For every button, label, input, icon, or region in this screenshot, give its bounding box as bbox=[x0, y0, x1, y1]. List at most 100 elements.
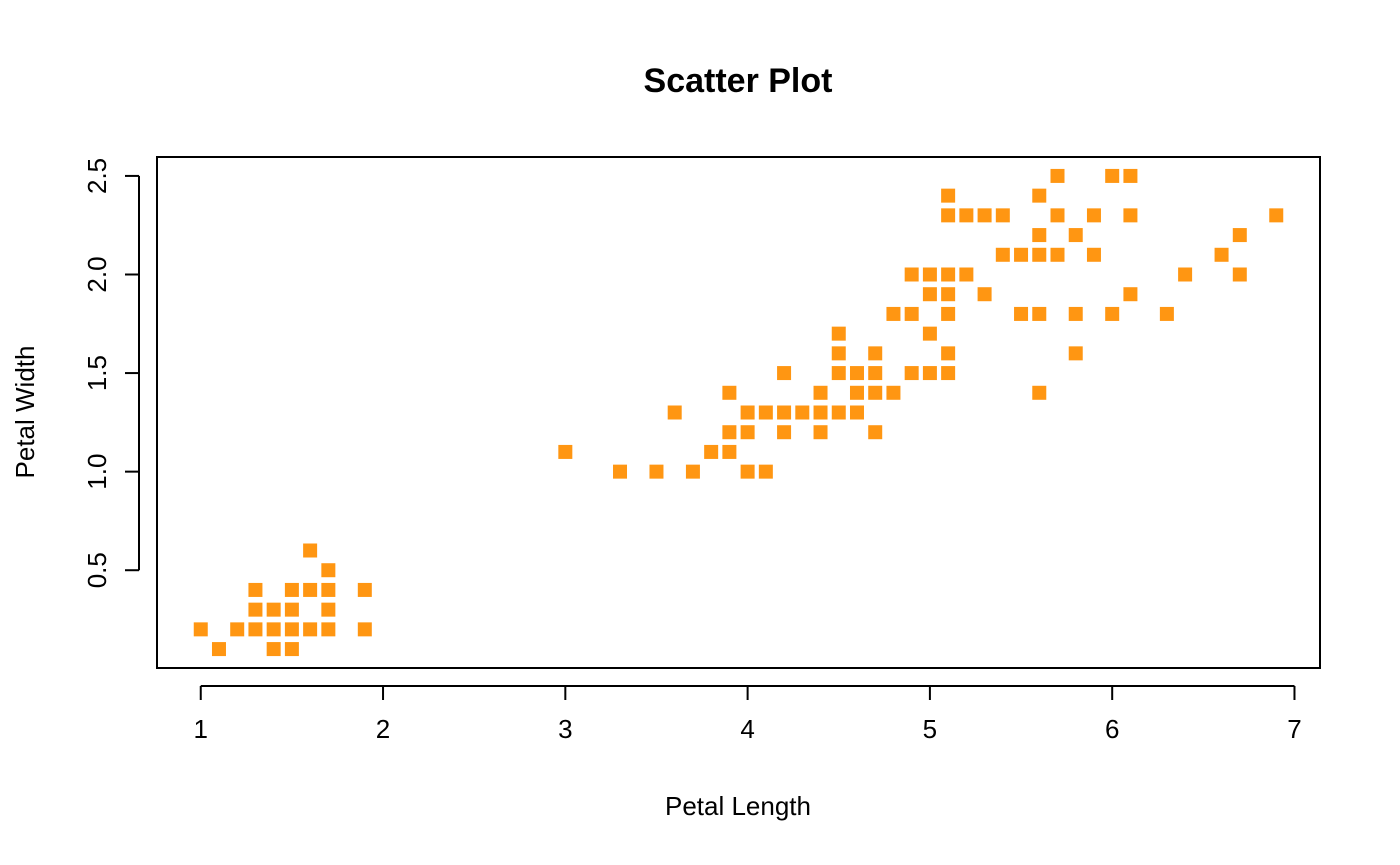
data-point bbox=[1086, 208, 1101, 223]
data-point bbox=[868, 385, 883, 400]
data-point bbox=[357, 582, 372, 597]
data-point bbox=[849, 405, 864, 420]
data-point bbox=[831, 326, 846, 341]
data-point bbox=[886, 385, 901, 400]
x-tick-label: 4 bbox=[740, 714, 754, 744]
data-point bbox=[303, 622, 318, 637]
data-point bbox=[1032, 228, 1047, 243]
data-point bbox=[1159, 306, 1174, 321]
data-point bbox=[722, 444, 737, 459]
data-point bbox=[1032, 188, 1047, 203]
data-point bbox=[266, 642, 281, 657]
x-tick-label: 6 bbox=[1105, 714, 1119, 744]
y-tick-label: 0.5 bbox=[82, 552, 112, 588]
data-point bbox=[1050, 208, 1065, 223]
data-point bbox=[248, 582, 263, 597]
data-point bbox=[758, 464, 773, 479]
data-point bbox=[831, 405, 846, 420]
data-point bbox=[849, 385, 864, 400]
data-point bbox=[941, 366, 956, 381]
data-point bbox=[849, 366, 864, 381]
data-point bbox=[1068, 346, 1083, 361]
data-point bbox=[813, 405, 828, 420]
data-point bbox=[831, 346, 846, 361]
data-point bbox=[977, 287, 992, 302]
data-point bbox=[777, 405, 792, 420]
data-point bbox=[357, 622, 372, 637]
data-point bbox=[995, 208, 1010, 223]
data-point bbox=[941, 208, 956, 223]
chart-title: Scatter Plot bbox=[644, 62, 833, 100]
data-point bbox=[284, 582, 299, 597]
data-point bbox=[813, 425, 828, 440]
data-point bbox=[740, 425, 755, 440]
data-point bbox=[886, 306, 901, 321]
data-point bbox=[777, 425, 792, 440]
data-point bbox=[193, 622, 208, 637]
x-tick-label: 1 bbox=[194, 714, 208, 744]
y-tick-label: 2.0 bbox=[82, 256, 112, 292]
data-point bbox=[1032, 247, 1047, 262]
data-point bbox=[1178, 267, 1193, 282]
data-point bbox=[1105, 168, 1120, 183]
data-point bbox=[248, 602, 263, 617]
data-point bbox=[266, 602, 281, 617]
x-tick-label: 7 bbox=[1287, 714, 1301, 744]
data-point bbox=[959, 267, 974, 282]
data-point bbox=[303, 582, 318, 597]
data-point bbox=[1014, 306, 1029, 321]
data-point bbox=[667, 405, 682, 420]
data-point bbox=[321, 563, 336, 578]
data-point bbox=[284, 622, 299, 637]
data-point bbox=[722, 385, 737, 400]
data-point bbox=[1123, 287, 1138, 302]
data-point bbox=[230, 622, 245, 637]
data-point bbox=[649, 464, 664, 479]
data-point bbox=[1269, 208, 1284, 223]
data-points bbox=[193, 168, 1284, 657]
data-point bbox=[1032, 306, 1047, 321]
x-tick-label: 3 bbox=[558, 714, 572, 744]
data-point bbox=[321, 582, 336, 597]
data-point bbox=[813, 385, 828, 400]
data-point bbox=[941, 306, 956, 321]
data-point bbox=[941, 267, 956, 282]
data-point bbox=[613, 464, 628, 479]
data-point bbox=[1032, 385, 1047, 400]
data-point bbox=[977, 208, 992, 223]
data-point bbox=[722, 425, 737, 440]
data-point bbox=[868, 346, 883, 361]
data-point bbox=[321, 622, 336, 637]
data-point bbox=[941, 188, 956, 203]
y-tick-label: 2.5 bbox=[82, 158, 112, 194]
data-point bbox=[941, 346, 956, 361]
data-point bbox=[758, 405, 773, 420]
data-point bbox=[303, 543, 318, 558]
data-point bbox=[284, 642, 299, 657]
data-point bbox=[1050, 168, 1065, 183]
data-point bbox=[740, 464, 755, 479]
data-point bbox=[1123, 208, 1138, 223]
data-point bbox=[284, 602, 299, 617]
data-point bbox=[922, 326, 937, 341]
data-point bbox=[558, 444, 573, 459]
data-point bbox=[685, 464, 700, 479]
data-point bbox=[1050, 247, 1065, 262]
x-axis: 1 2 3 4 5 6 7 bbox=[194, 685, 1302, 744]
data-point bbox=[904, 366, 919, 381]
data-point bbox=[211, 642, 226, 657]
data-point bbox=[868, 425, 883, 440]
data-point bbox=[1068, 228, 1083, 243]
data-point bbox=[1232, 267, 1247, 282]
y-tick-label: 1.5 bbox=[82, 355, 112, 391]
data-point bbox=[1105, 306, 1120, 321]
data-point bbox=[1014, 247, 1029, 262]
x-tick-label: 5 bbox=[923, 714, 937, 744]
data-point bbox=[795, 405, 810, 420]
data-point bbox=[1068, 306, 1083, 321]
data-point bbox=[904, 306, 919, 321]
data-point bbox=[922, 366, 937, 381]
y-axis-label: Petal Width bbox=[10, 346, 40, 479]
data-point bbox=[1214, 247, 1229, 262]
data-point bbox=[266, 622, 281, 637]
